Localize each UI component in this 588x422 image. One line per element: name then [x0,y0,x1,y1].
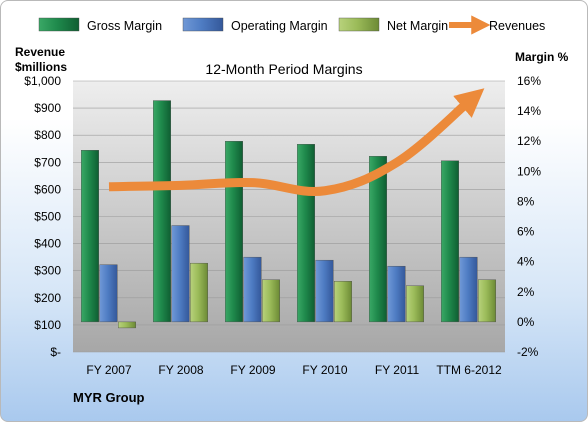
legend-revenues-label: Revenues [489,19,545,33]
category-label: FY 2010 [302,363,347,377]
net-margin-bar [406,285,424,323]
revenues-line [108,88,485,196]
left-tick-label: $400 [34,237,61,251]
bar-series [81,100,496,329]
left-tick-label: $- [50,345,61,359]
legend-operating-margin-swatch [182,17,224,32]
left-tick-label: $300 [34,264,61,278]
operating-margin-bar [315,259,334,323]
left-tick-label: $1,000 [24,74,61,88]
right-tick-label: 6% [517,225,535,239]
left-tick-label: $500 [34,210,61,224]
operating-margin-bar [243,256,262,323]
right-axis-title: Margin % [515,50,569,64]
gross-margin-bar [441,160,459,323]
right-tick-label: 14% [517,104,541,118]
right-tick-label: 12% [517,134,541,148]
left-tick-label: $200 [34,291,61,305]
gross-margin-bar [153,100,171,323]
left-tick-label: $600 [34,182,61,196]
right-axis-ticks: -2% 0% 2% 4% 6% 8% 10% 12% 14% 16% [517,74,541,359]
gross-margin-bar [297,144,315,323]
left-tick-label: $700 [34,155,61,169]
right-tick-label: 16% [517,74,541,88]
category-labels: FY 2007 FY 2008 FY 2009 FY 2010 FY 2011 TTM 6… [86,363,502,377]
left-axis-ticks: $- $100 $200 $300 $400 $500 $600 $700 $800 $900 $1… [24,74,61,359]
revenue-line [108,88,485,196]
legend: Gross Margin Operating Margin Net Margin Re… [38,15,545,35]
left-tick-label: $100 [34,318,61,332]
legend-net-margin-swatch [338,17,380,32]
legend-net-margin-label: Net Margin [387,19,448,33]
gridlines [73,80,505,353]
left-tick-label: $800 [34,128,61,142]
company-name: MYR Group [73,390,145,405]
gross-margin-bar [81,150,99,323]
net-margin-bar [262,279,280,323]
operating-margin-bar [387,265,406,323]
net-margin-bar [478,279,496,323]
operating-margin-bar [171,225,190,323]
operating-margin-bar [459,256,478,323]
category-label: FY 2009 [230,363,275,377]
category-label: FY 2007 [86,363,131,377]
net-margin-bar [334,281,352,323]
net-margin-bar [118,321,136,329]
right-tick-label: 4% [517,255,535,269]
left-axis-title-line1: Revenue [15,45,65,59]
category-label: FY 2011 [375,363,420,377]
right-tick-label: 0% [517,315,535,329]
right-tick-label: 10% [517,164,541,178]
legend-operating-margin-label: Operating Margin [231,19,328,33]
gross-margin-bar [369,156,387,323]
legend-gross-margin-swatch [38,17,80,32]
chart-title: 12-Month Period Margins [205,61,362,77]
left-tick-label: $900 [34,101,61,115]
legend-gross-margin-label: Gross Margin [87,19,162,33]
right-tick-label: 2% [517,285,535,299]
operating-margin-bar [99,264,118,323]
left-axis-title-line2: $millions [15,60,67,74]
category-label: FY 2008 [158,363,203,377]
net-margin-bar [190,262,208,323]
gross-margin-bar [225,141,243,323]
right-tick-label: -2% [517,345,539,359]
category-label: TTM 6-2012 [436,363,502,377]
right-tick-label: 8% [517,194,535,208]
